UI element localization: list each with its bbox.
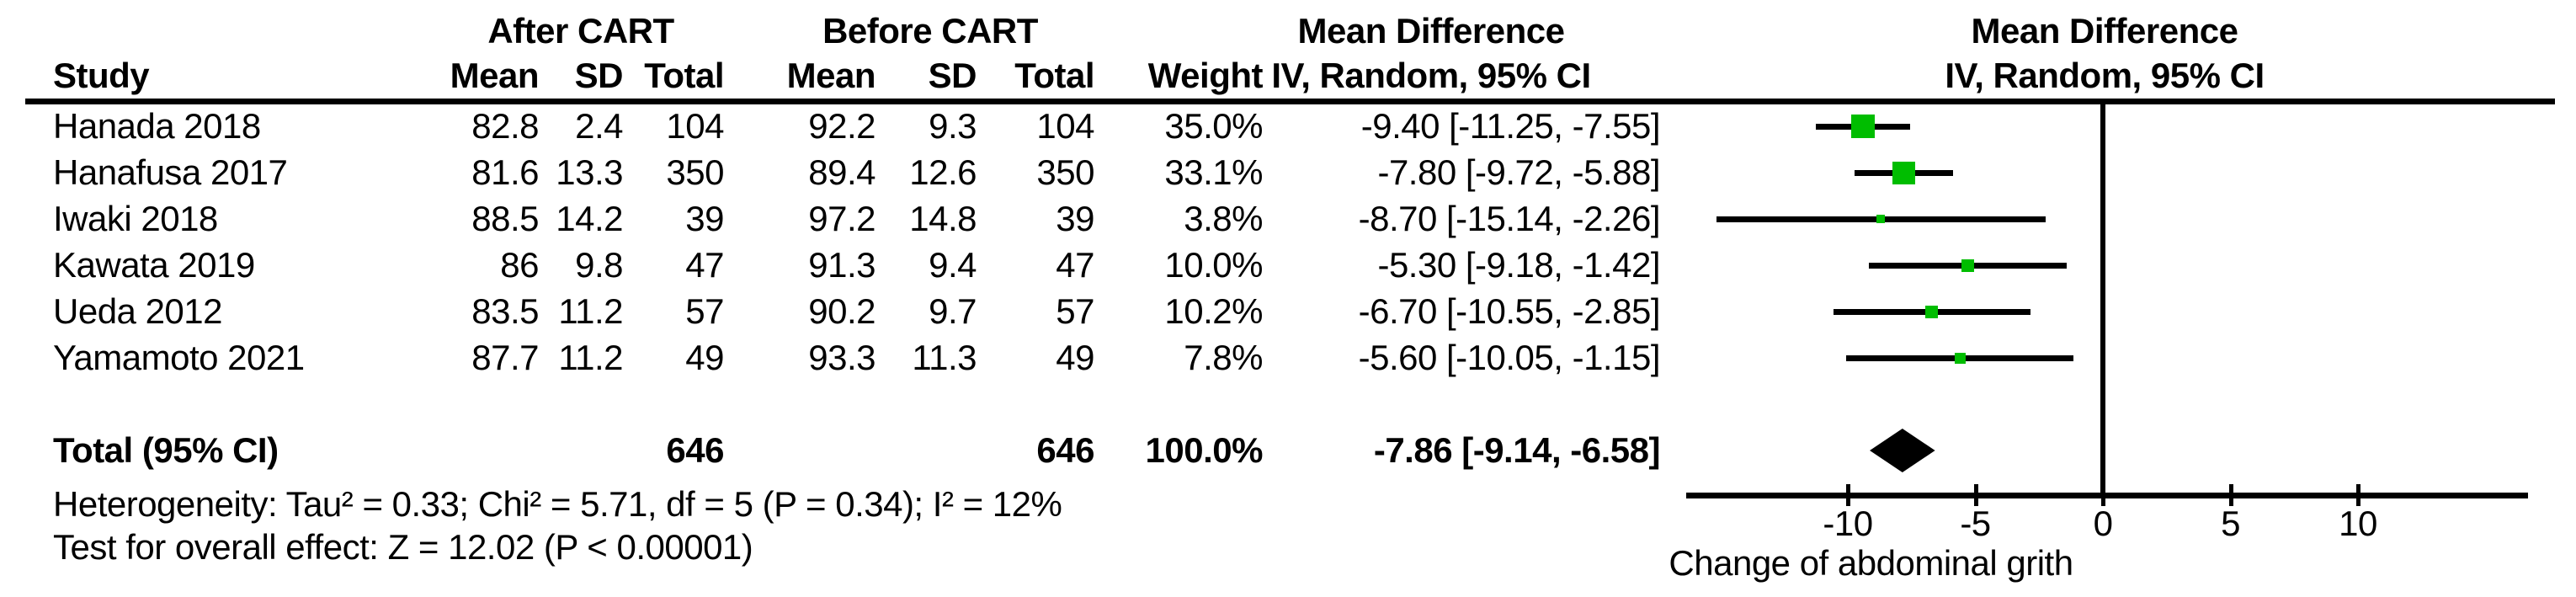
study-name: Kawata 2019 (53, 245, 255, 285)
after-mean: 88.5 (471, 199, 539, 238)
after-sd: 11.2 (558, 338, 623, 377)
heterogeneity-line: Heterogeneity: Tau² = 0.33; Chi² = 5.71,… (53, 484, 1062, 524)
x-tick-label: 5 (2221, 504, 2240, 543)
total-weight: 100.0% (1145, 430, 1264, 470)
method-header-plot-column: IV, Random, 95% CI (1945, 56, 2265, 95)
study-ci-text: -8.70 [-15.14, -2.26] (1358, 199, 1661, 238)
header-separator-line (25, 99, 2555, 104)
x-tick (2356, 484, 2360, 506)
study-name: Ueda 2012 (53, 291, 223, 331)
column-header-total-before: Total (1014, 56, 1094, 95)
column-header-study: Study (53, 56, 150, 95)
effect-square (1925, 305, 1939, 318)
after-sd: 13.3 (556, 152, 623, 192)
before-sd: 14.8 (909, 199, 977, 238)
study-ci-text: -5.60 [-10.05, -1.15] (1358, 338, 1661, 377)
study-weight: 33.1% (1164, 152, 1263, 192)
before-sd: 9.3 (929, 106, 977, 146)
effect-square (1892, 161, 1916, 184)
x-tick-label: 10 (2339, 504, 2377, 543)
study-ci-text: -9.40 [-11.25, -7.55] (1360, 106, 1661, 146)
column-header-weight: Weight (1147, 56, 1264, 95)
study-ci-text: -6.70 [-10.55, -2.85] (1358, 291, 1661, 331)
after-total: 350 (666, 152, 724, 192)
zero-reference-line (2100, 104, 2105, 495)
x-axis-label: Change of abdominal grith (1669, 543, 2073, 583)
before-sd: 12.6 (909, 152, 977, 192)
before-sd: 9.4 (929, 245, 977, 285)
before-mean: 92.2 (808, 106, 876, 146)
study-ci-text: -5.30 [-9.18, -1.42] (1377, 245, 1660, 285)
study-weight: 10.0% (1164, 245, 1263, 285)
after-sd: 9.8 (575, 245, 623, 285)
study-weight: 3.8% (1184, 199, 1263, 238)
column-header-mean-after: Mean (450, 56, 540, 95)
effect-square (1961, 259, 1974, 272)
study-weight: 10.2% (1164, 291, 1263, 331)
before-mean: 90.2 (808, 291, 876, 331)
summary-diamond (1870, 429, 1935, 472)
before-sd: 11.3 (912, 338, 977, 377)
before-mean: 89.4 (808, 152, 876, 192)
after-mean: 83.5 (471, 291, 539, 331)
x-tick-label: 0 (2093, 504, 2113, 543)
column-header-sd-before: SD (928, 56, 977, 95)
column-header-mean-before: Mean (786, 56, 876, 95)
before-total: 47 (1056, 245, 1094, 285)
after-total: 57 (685, 291, 724, 331)
study-name: Hanada 2018 (53, 106, 261, 146)
total-before-n: 646 (1036, 430, 1094, 470)
effect-header-text-column: Mean Difference (1297, 11, 1565, 51)
x-tick (2228, 484, 2233, 506)
x-tick-label: -5 (1960, 504, 1991, 543)
study-name: Hanafusa 2017 (53, 152, 288, 192)
after-total: 104 (666, 106, 724, 146)
method-header-text-column: IV, Random, 95% CI (1271, 56, 1591, 95)
x-tick-label: -10 (1823, 504, 1873, 543)
group-header-before-cart: Before CART (822, 11, 1038, 51)
after-total: 47 (685, 245, 724, 285)
study-ci-text: -7.80 [-9.72, -5.88] (1377, 152, 1660, 192)
after-mean: 81.6 (471, 152, 539, 192)
after-mean: 86 (500, 245, 539, 285)
before-sd: 9.7 (929, 291, 977, 331)
study-name: Iwaki 2018 (53, 199, 218, 238)
overall-effect-line: Test for overall effect: Z = 12.02 (P < … (53, 527, 753, 567)
x-tick (2101, 484, 2105, 506)
after-mean: 87.7 (471, 338, 539, 377)
before-mean: 91.3 (808, 245, 876, 285)
before-total: 39 (1056, 199, 1094, 238)
after-mean: 82.8 (471, 106, 539, 146)
x-tick (1973, 484, 1978, 506)
before-total: 57 (1056, 291, 1094, 331)
total-ci-text: -7.86 [-9.14, -6.58] (1373, 430, 1661, 470)
before-mean: 97.2 (808, 199, 876, 238)
before-total: 104 (1036, 106, 1094, 146)
after-sd: 14.2 (556, 199, 623, 238)
after-total: 39 (685, 199, 724, 238)
x-axis-line (1686, 493, 2528, 498)
effect-square (1851, 115, 1876, 138)
group-header-after-cart: After CART (487, 11, 674, 51)
after-sd: 2.4 (575, 106, 623, 146)
x-tick (1846, 484, 1850, 506)
before-total: 49 (1056, 338, 1094, 377)
effect-header-plot-column: Mean Difference (1971, 11, 2238, 51)
effect-square (1876, 215, 1886, 223)
study-weight: 35.0% (1164, 106, 1263, 146)
effect-square (1954, 352, 1966, 364)
before-total: 350 (1036, 152, 1094, 192)
before-mean: 93.3 (808, 338, 876, 377)
study-weight: 7.8% (1184, 338, 1263, 377)
column-header-sd-after: SD (574, 56, 624, 95)
after-total: 49 (685, 338, 724, 377)
study-name: Yamamoto 2021 (53, 338, 305, 377)
total-row-label: Total (95% CI) (53, 430, 279, 470)
after-sd: 11.2 (558, 291, 623, 331)
column-header-total-after: Total (644, 56, 724, 95)
total-after-n: 646 (666, 430, 724, 470)
